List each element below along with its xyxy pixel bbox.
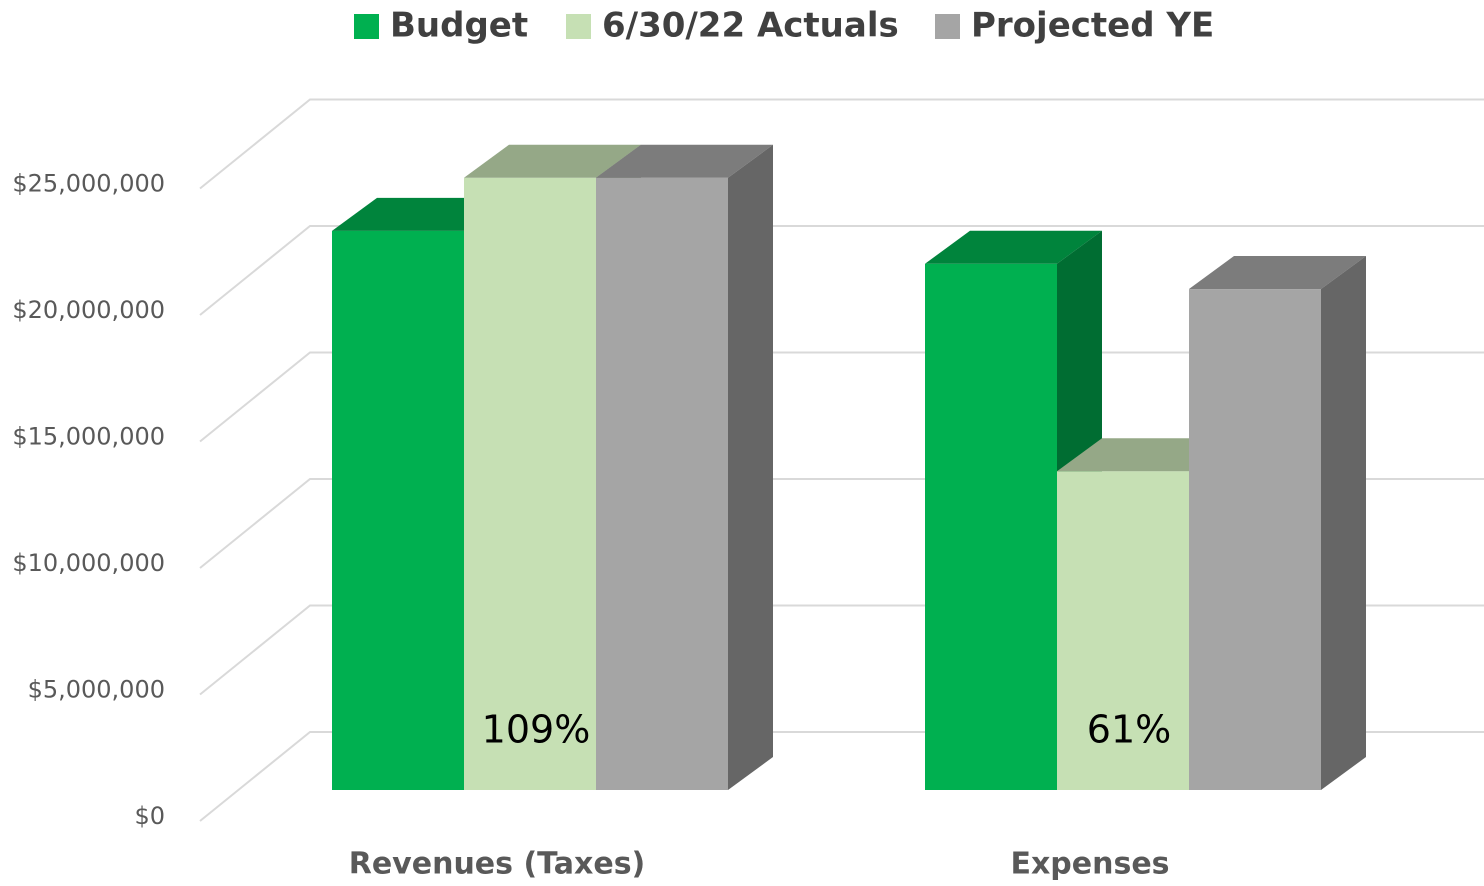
bar [925, 263, 1057, 790]
legend-label: 6/30/22 Actuals [602, 6, 899, 46]
x-tick-label: Revenues (Taxes) [349, 847, 646, 882]
annotation: 109% [482, 708, 591, 752]
y-tick-label: $0 [134, 802, 165, 830]
bar [1057, 471, 1189, 790]
bar [1189, 289, 1321, 790]
legend-swatch [935, 14, 960, 39]
grid-line [199, 98, 1484, 190]
y-tick-label: $5,000,000 [28, 676, 165, 704]
grid-line [199, 225, 1484, 316]
y-tick-label: $15,000,000 [12, 423, 165, 451]
bar-side [728, 144, 773, 791]
y-tick-label: $25,000,000 [12, 170, 165, 198]
bar-top [925, 230, 1102, 264]
legend-label: Projected YE [971, 6, 1214, 46]
bar-side [1321, 256, 1366, 790]
annotation: 61% [1087, 708, 1171, 752]
legend-swatch [566, 14, 591, 39]
legend-label: Budget [390, 6, 528, 46]
bar-top [596, 144, 773, 178]
y-tick-label: $20,000,000 [12, 296, 165, 324]
bar [332, 230, 464, 790]
bar [464, 177, 596, 791]
y-tick-label: $10,000,000 [12, 549, 165, 577]
bar-top [1189, 256, 1366, 290]
bar-top [464, 144, 641, 178]
x-tick-label: Expenses [1010, 847, 1169, 882]
legend-swatch [354, 14, 379, 39]
bar [596, 177, 728, 791]
